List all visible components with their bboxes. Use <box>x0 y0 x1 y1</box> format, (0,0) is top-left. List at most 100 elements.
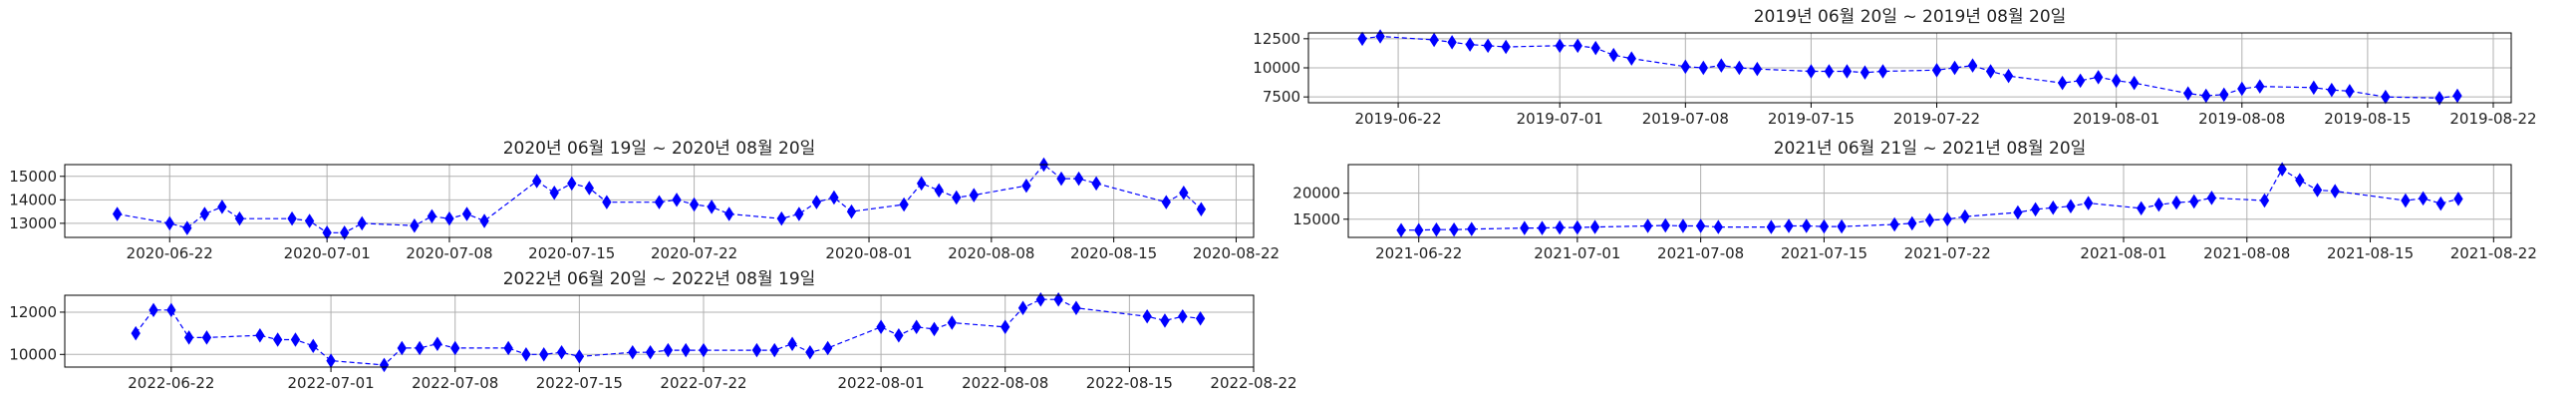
data-point <box>1396 222 1406 237</box>
data-point <box>846 203 857 219</box>
data-point <box>1573 38 1582 54</box>
data-point <box>1924 212 1935 228</box>
data-point <box>934 183 944 199</box>
data-point <box>1537 220 1548 235</box>
data-point <box>628 344 638 360</box>
x-tick-label: 2019-07-22 <box>1893 110 1980 128</box>
data-point <box>1142 308 1152 324</box>
data-point <box>183 330 194 345</box>
data-point <box>1195 311 1206 326</box>
data-point <box>1734 60 1745 76</box>
chart-panel-2021: 2021년 06월 21일 ~ 2021년 08월 20일 2021-06-22… <box>1292 139 2537 262</box>
data-point <box>444 210 454 226</box>
data-point <box>182 220 192 235</box>
data-point <box>899 197 909 212</box>
x-tick-label: 2020-07-01 <box>284 244 371 262</box>
data-point <box>1713 219 1723 234</box>
data-point <box>654 195 665 209</box>
x-tick-label: 2022-07-22 <box>660 374 746 392</box>
data-point <box>1889 216 1899 232</box>
data-point <box>1837 218 1847 234</box>
x-tick-label: 2021-07-01 <box>1534 244 1620 262</box>
data-point <box>2312 183 2323 198</box>
series-line-2022 <box>135 298 1201 366</box>
data-point <box>1196 202 1207 216</box>
data-point <box>574 349 585 364</box>
x-tick-label: 2019-07-01 <box>1517 110 1603 128</box>
data-point <box>2418 191 2429 206</box>
data-point <box>1877 64 1888 79</box>
data-point <box>1431 221 1442 237</box>
data-point <box>1179 186 1189 201</box>
data-point <box>556 344 567 360</box>
data-point <box>415 340 425 356</box>
axes-frame-2022 <box>64 294 1255 368</box>
data-point <box>164 215 174 231</box>
data-point <box>1766 219 1777 234</box>
data-point <box>822 340 833 356</box>
data-point <box>805 344 815 360</box>
data-point <box>2093 70 2104 85</box>
data-point <box>2030 202 2041 217</box>
data-point <box>1161 195 1171 209</box>
x-tick-label: 2019-08-08 <box>2198 110 2285 128</box>
data-point <box>2453 192 2463 206</box>
data-point <box>2309 80 2319 96</box>
data-point <box>2219 87 2229 103</box>
data-point <box>1589 219 1600 234</box>
data-point <box>304 213 315 228</box>
data-point <box>217 200 227 214</box>
x-tick-label: 2022-07-08 <box>412 374 498 392</box>
data-point <box>2171 195 2181 210</box>
y-tick-label: 20000 <box>1292 185 1340 202</box>
data-point <box>2130 75 2140 91</box>
data-point <box>1642 218 1653 233</box>
data-point <box>1555 219 1565 235</box>
data-point <box>432 336 442 351</box>
data-point <box>2183 86 2193 101</box>
data-point <box>1091 176 1101 192</box>
data-point <box>1483 38 1493 54</box>
data-point <box>549 186 559 201</box>
data-point <box>2003 68 2014 84</box>
data-point <box>1842 64 1853 79</box>
data-point <box>148 302 158 318</box>
data-point <box>2452 88 2462 104</box>
data-point <box>1375 29 1385 44</box>
data-point <box>2237 81 2247 97</box>
data-point <box>1752 61 1763 77</box>
data-point <box>479 213 489 228</box>
grid-2020 <box>65 165 1254 237</box>
data-point <box>539 347 549 362</box>
x-tick-label: 2020-08-01 <box>825 244 912 262</box>
data-point <box>1520 220 1530 235</box>
data-point <box>255 327 265 343</box>
data-point <box>724 206 734 221</box>
data-point <box>2013 204 2023 220</box>
chart-panel-2019: 2019년 06월 20일 ~ 2019년 08월 20일 2019-06-22… <box>1253 7 2536 128</box>
data-point <box>2048 201 2058 215</box>
data-point <box>1035 291 1046 307</box>
x-tick-label: 2019-06-22 <box>1354 110 1441 128</box>
data-point <box>1942 211 1952 226</box>
data-point <box>1501 39 1511 55</box>
x-tick-label: 2020-08-15 <box>1070 244 1157 262</box>
data-point <box>1073 171 1084 187</box>
data-point <box>829 190 839 205</box>
x-tick-label: 2019-07-15 <box>1768 110 1855 128</box>
data-point <box>326 353 336 368</box>
x-tick-label: 2022-07-15 <box>536 374 623 392</box>
x-tick-label: 2020-07-15 <box>528 244 615 262</box>
y-tick-label: 10000 <box>9 345 57 363</box>
x-tick-label: 2021-07-08 <box>1657 244 1744 262</box>
data-point <box>1160 313 1170 328</box>
data-point <box>2295 173 2305 188</box>
data-point <box>672 193 682 207</box>
data-point <box>340 225 350 240</box>
data-point <box>1465 37 1475 52</box>
data-point <box>1698 60 1709 76</box>
data-point <box>2381 89 2391 105</box>
data-point <box>272 332 283 347</box>
data-point <box>1907 215 1917 231</box>
data-point <box>699 342 709 358</box>
